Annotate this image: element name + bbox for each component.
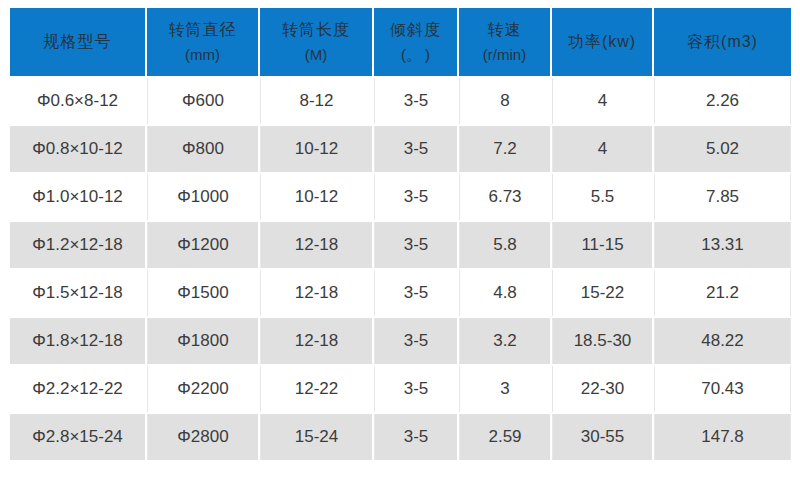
cell: Φ2800 (147, 414, 258, 460)
cell: 13.31 (654, 222, 791, 268)
cell: 3-5 (374, 222, 457, 268)
cell: 6.73 (459, 174, 550, 220)
cell: Φ1000 (147, 174, 258, 220)
cell: Φ1800 (147, 318, 258, 364)
cell: 8-12 (260, 78, 372, 124)
cell: 3-5 (374, 126, 457, 172)
cell: Φ1500 (147, 270, 258, 316)
cell: 5.8 (459, 222, 550, 268)
cell: 4.8 (459, 270, 550, 316)
cell: 5.5 (552, 174, 652, 220)
column-header-label: 转筒直径 (149, 19, 256, 41)
table-row: Φ1.0×10-12 Φ1000 10-12 3-5 6.73 5.5 7.85 (10, 174, 791, 220)
cell: Φ600 (147, 78, 258, 124)
table-row: Φ1.8×12-18 Φ1800 12-18 3-5 3.2 18.5-30 4… (10, 318, 791, 364)
cell: Φ1.2×12-18 (10, 222, 145, 268)
column-header-unit: (。 ) (376, 44, 455, 66)
cell: 18.5-30 (552, 318, 652, 364)
cell: Φ2.8×15-24 (10, 414, 145, 460)
cell: 8 (459, 78, 550, 124)
column-header-unit: (r/min) (461, 44, 548, 66)
column-header-label: 转筒长度 (262, 19, 370, 41)
cell: 7.2 (459, 126, 550, 172)
cell: 10-12 (260, 126, 372, 172)
table-row: Φ1.2×12-18 Φ1200 12-18 3-5 5.8 11-15 13.… (10, 222, 791, 268)
column-header-label: 功率(kw) (554, 31, 650, 53)
column-header-label: 规格型号 (12, 31, 143, 53)
cell: 3-5 (374, 78, 457, 124)
cell: Φ2.2×12-22 (10, 366, 145, 412)
cell: 3-5 (374, 318, 457, 364)
cell: 21.2 (654, 270, 791, 316)
cell: 2.26 (654, 78, 791, 124)
cell: 7.85 (654, 174, 791, 220)
cell: 12-22 (260, 366, 372, 412)
page: 规格型号 转筒直径 (mm) 转筒长度 (M) 倾斜度 (。 ) 转速 (r/m… (0, 0, 800, 488)
cell: Φ2200 (147, 366, 258, 412)
column-header-label: 转速 (461, 19, 548, 41)
column-header-label: 容积(m3) (656, 31, 789, 53)
table-header-row: 规格型号 转筒直径 (mm) 转筒长度 (M) 倾斜度 (。 ) 转速 (r/m… (10, 8, 791, 76)
cell: 3-5 (374, 366, 457, 412)
column-header-length: 转筒长度 (M) (260, 8, 372, 76)
table-row: Φ2.2×12-22 Φ2200 12-22 3-5 3 22-30 70.43 (10, 366, 791, 412)
specs-table: 规格型号 转筒直径 (mm) 转筒长度 (M) 倾斜度 (。 ) 转速 (r/m… (8, 6, 793, 462)
column-header-volume: 容积(m3) (654, 8, 791, 76)
cell: 4 (552, 126, 652, 172)
cell: 15-22 (552, 270, 652, 316)
cell: 70.43 (654, 366, 791, 412)
cell: 12-18 (260, 270, 372, 316)
cell: 30-55 (552, 414, 652, 460)
table-row: Φ1.5×12-18 Φ1500 12-18 3-5 4.8 15-22 21.… (10, 270, 791, 316)
cell: 3-5 (374, 174, 457, 220)
cell: 147.8 (654, 414, 791, 460)
cell: 2.59 (459, 414, 550, 460)
cell: 10-12 (260, 174, 372, 220)
cell: Φ1.8×12-18 (10, 318, 145, 364)
cell: 12-18 (260, 318, 372, 364)
column-header-power: 功率(kw) (552, 8, 652, 76)
column-header-diameter: 转筒直径 (mm) (147, 8, 258, 76)
column-header-unit: (mm) (149, 44, 256, 66)
cell: Φ1.5×12-18 (10, 270, 145, 316)
cell: 3-5 (374, 270, 457, 316)
column-header-label: 倾斜度 (376, 19, 455, 41)
cell: 15-24 (260, 414, 372, 460)
cell: 3.2 (459, 318, 550, 364)
cell: 3 (459, 366, 550, 412)
cell: Φ0.8×10-12 (10, 126, 145, 172)
cell: 48.22 (654, 318, 791, 364)
cell: Φ1200 (147, 222, 258, 268)
column-header-unit: (M) (262, 44, 370, 66)
column-header-incline: 倾斜度 (。 ) (374, 8, 457, 76)
cell: 12-18 (260, 222, 372, 268)
table-row: Φ0.8×10-12 Φ800 10-12 3-5 7.2 4 5.02 (10, 126, 791, 172)
table-row: Φ0.6×8-12 Φ600 8-12 3-5 8 4 2.26 (10, 78, 791, 124)
cell: 22-30 (552, 366, 652, 412)
cell: Φ800 (147, 126, 258, 172)
cell: 5.02 (654, 126, 791, 172)
cell: 4 (552, 78, 652, 124)
cell: Φ0.6×8-12 (10, 78, 145, 124)
column-header-speed: 转速 (r/min) (459, 8, 550, 76)
column-header-model: 规格型号 (10, 8, 145, 76)
table-row: Φ2.8×15-24 Φ2800 15-24 3-5 2.59 30-55 14… (10, 414, 791, 460)
cell: 11-15 (552, 222, 652, 268)
cell: 3-5 (374, 414, 457, 460)
cell: Φ1.0×10-12 (10, 174, 145, 220)
